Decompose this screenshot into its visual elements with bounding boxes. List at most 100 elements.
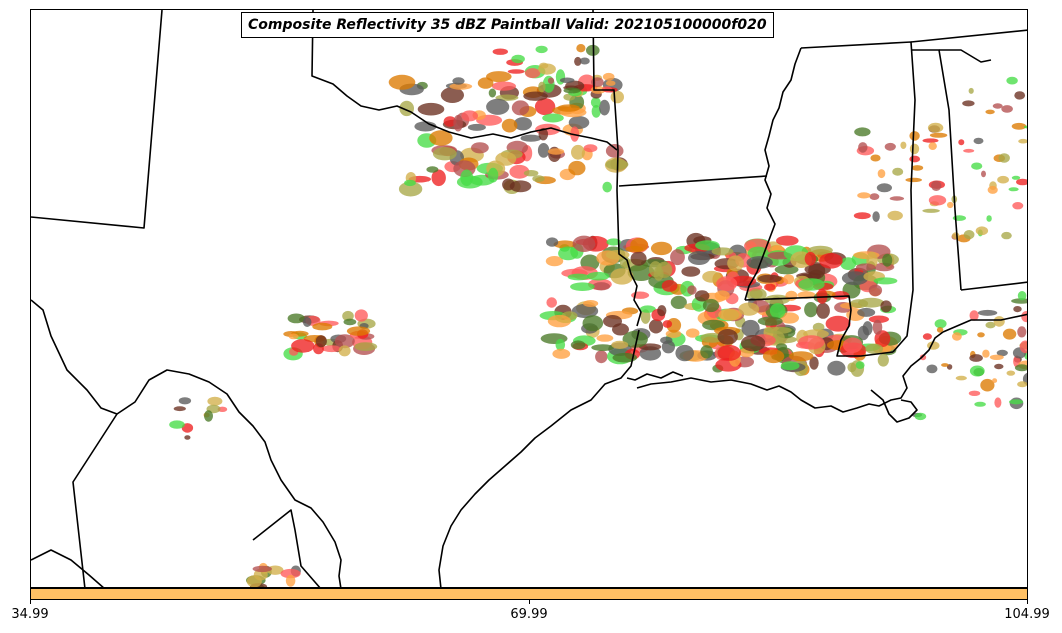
- reflectivity-blob: [927, 122, 944, 133]
- reflectivity-blob: [688, 251, 710, 265]
- reflectivity-blob: [675, 344, 694, 362]
- reflectivity-blob: [661, 340, 676, 354]
- reflectivity-blob: [520, 134, 542, 142]
- reflectivity-blob: [670, 249, 685, 266]
- reflectivity-blob: [857, 307, 876, 317]
- reflectivity-blob: [524, 68, 541, 79]
- reflectivity-blob: [862, 321, 873, 336]
- reflectivity-blob: [1002, 328, 1017, 340]
- reflectivity-blob: [757, 316, 783, 326]
- reflectivity-blob: [1011, 122, 1027, 130]
- reflectivity-blob: [711, 247, 734, 256]
- reflectivity-blob: [783, 274, 795, 285]
- reflectivity-blob: [511, 54, 525, 64]
- reflectivity-blob: [717, 344, 741, 361]
- mexico-state-line-1: [72, 413, 118, 587]
- reflectivity-blob: [547, 148, 565, 155]
- reflectivity-blob: [685, 328, 700, 338]
- reflectivity-blob: [804, 251, 817, 266]
- reflectivity-blob: [700, 345, 713, 359]
- reflectivity-blob: [509, 180, 532, 193]
- reflectivity-blob: [868, 284, 883, 297]
- map-title: Composite Reflectivity 35 dBZ Paintball …: [241, 12, 774, 38]
- reflectivity-blob: [914, 412, 927, 421]
- reflectivity-blob: [547, 314, 572, 328]
- reflectivity-blob: [552, 348, 571, 359]
- reflectivity-blob: [534, 98, 556, 116]
- reflectivity-blob: [429, 130, 453, 146]
- reflectivity-blob: [992, 103, 1003, 109]
- reflectivity-blob: [605, 144, 624, 158]
- reflectivity-blob: [1018, 138, 1027, 144]
- reflectivity-blob: [764, 326, 792, 334]
- reflectivity-blob: [579, 57, 590, 65]
- reflectivity-blob: [880, 300, 892, 313]
- colorbar-tick: [30, 600, 31, 604]
- reflectivity-blob: [583, 300, 599, 307]
- reflectivity-blob: [467, 123, 486, 131]
- reflectivity-blob: [1008, 187, 1019, 192]
- reflectivity-blob: [973, 137, 984, 145]
- reflectivity-blob: [985, 321, 996, 329]
- reflectivity-blob: [661, 280, 678, 292]
- colorbar-tick: [1027, 600, 1028, 604]
- reflectivity-blob: [443, 116, 457, 127]
- reflectivity-blob: [559, 77, 575, 84]
- reflectivity-blob: [535, 45, 548, 54]
- reflectivity-blob: [1014, 91, 1026, 100]
- reflectivity-blob: [757, 274, 782, 283]
- reflectivity-blob: [1006, 370, 1016, 376]
- reflectivity-paintball-layer: [169, 44, 1027, 587]
- reflectivity-blob: [909, 155, 921, 163]
- reflectivity-blob: [491, 81, 516, 91]
- reflectivity-blob: [495, 152, 517, 166]
- reflectivity-blob: [769, 303, 786, 319]
- reflectivity-blob: [625, 245, 644, 253]
- reflectivity-blob: [488, 88, 497, 98]
- reflectivity-blob: [404, 179, 416, 187]
- reflectivity-blob: [847, 362, 857, 373]
- reflectivity-blob: [980, 378, 995, 392]
- reflectivity-blob: [312, 322, 333, 331]
- reflectivity-blob: [537, 143, 550, 158]
- reflectivity-blob: [1009, 399, 1024, 405]
- reflectivity-blob: [487, 167, 499, 183]
- reflectivity-blob: [1016, 178, 1027, 186]
- reflectivity-blob: [509, 164, 530, 179]
- reflectivity-blob: [785, 290, 798, 301]
- reflectivity-blob: [571, 303, 599, 319]
- reflectivity-blob: [557, 104, 580, 112]
- reflectivity-blob: [538, 128, 549, 141]
- reflectivity-blob: [922, 333, 932, 340]
- reflectivity-blob: [974, 401, 986, 407]
- map-panel: [30, 9, 1028, 588]
- reflectivity-blob: [610, 90, 624, 104]
- rio-grande: [31, 299, 342, 587]
- reflectivity-blob: [291, 339, 315, 353]
- reflectivity-blob: [977, 309, 998, 316]
- reflectivity-blob: [1021, 311, 1027, 323]
- reflectivity-blob: [662, 320, 673, 328]
- reflectivity-blob: [602, 181, 612, 193]
- reflectivity-blob: [302, 317, 312, 327]
- colorbar-tick: [529, 600, 530, 604]
- map-canvas: [31, 10, 1027, 587]
- reflectivity-blob: [471, 142, 489, 154]
- reflectivity-blob: [694, 290, 710, 302]
- colorbar-tick-label-min: 34.99: [11, 607, 49, 622]
- al-ga-border: [910, 29, 1027, 43]
- reflectivity-blob: [798, 278, 825, 291]
- reflectivity-blob: [987, 185, 998, 194]
- reflectivity-blob: [702, 298, 720, 313]
- reflectivity-blob: [962, 100, 975, 107]
- reflectivity-blob: [591, 77, 604, 87]
- reflectivity-blob: [858, 142, 868, 153]
- reflectivity-blob: [555, 338, 566, 351]
- reflectivity-blob: [873, 277, 898, 285]
- mexico-state-line-2: [252, 509, 321, 587]
- reflectivity-blob: [592, 282, 611, 291]
- reflectivity-blob: [892, 167, 904, 176]
- reflectivity-blob: [1017, 326, 1027, 338]
- reflectivity-blob: [431, 169, 446, 187]
- reflectivity-blob: [981, 170, 986, 178]
